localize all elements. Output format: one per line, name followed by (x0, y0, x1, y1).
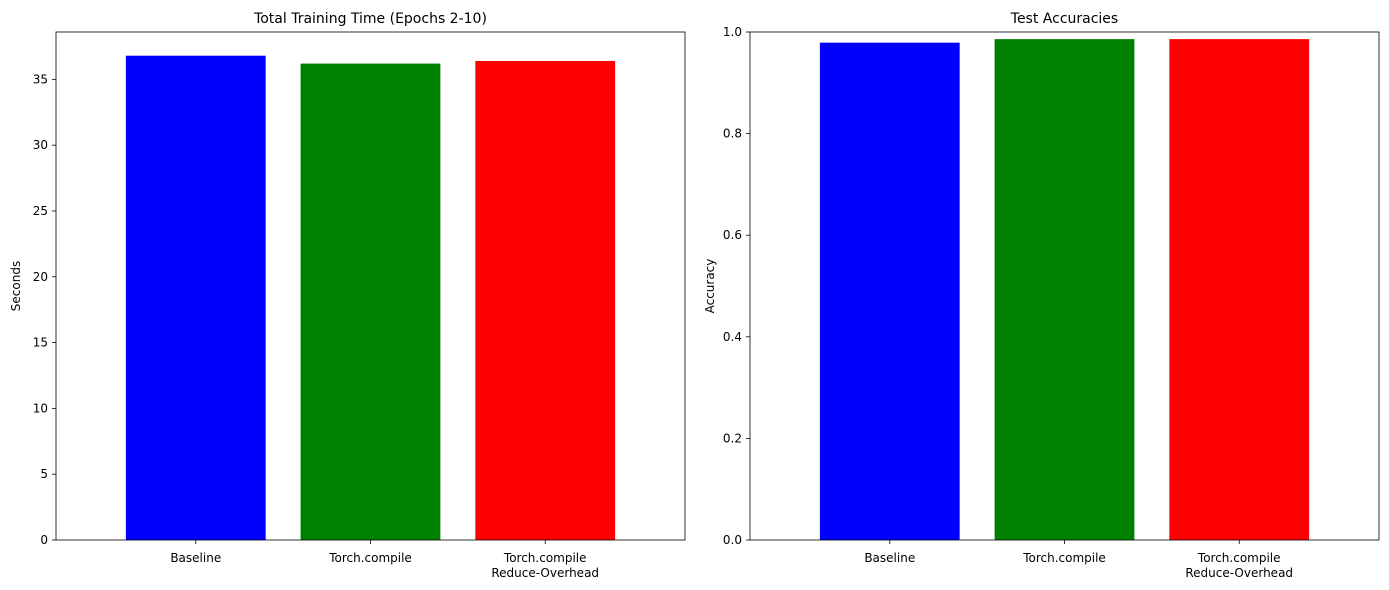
time-ytick-label-0: 0 (40, 533, 48, 547)
test-accuracy-chart: Baseline Torch.compile Torch.compile Reduce… (703, 11, 1380, 580)
accuracy-xtick-label-2: Torch.compile Reduce-Overhead (1185, 551, 1293, 580)
time-ytick-label-5: 25 (33, 204, 48, 218)
time-chart-title: Total Training Time (Epochs 2-10) (253, 11, 487, 27)
time-bar-0 (125, 55, 266, 540)
accuracy-ytick-label-3: 0.6 (723, 228, 742, 242)
accuracy-xtick-label-0: Baseline (864, 551, 915, 565)
time-ytick-label-2: 10 (33, 401, 48, 415)
time-ytick-label-4: 20 (33, 270, 48, 284)
accuracy-bar-0 (819, 42, 960, 540)
time-ytick-label-1: 5 (40, 467, 48, 481)
accuracy-ytick-label-5: 1.0 (723, 25, 742, 39)
time-axes-frame (55, 31, 686, 541)
time-ytick-label-6: 30 (33, 138, 48, 152)
accuracy-axes-frame (749, 31, 1380, 541)
time-xtick-label-1: Torch.compile (328, 551, 412, 565)
time-ytick-label-3: 15 (33, 336, 48, 350)
accuracy-ytick-label-4: 0.8 (723, 127, 742, 141)
time-ytick-label-7: 35 (33, 72, 48, 86)
accuracy-bar-1 (994, 39, 1135, 540)
accuracy-y-axis-label: Accuracy (703, 259, 717, 314)
accuracy-ytick-label-2: 0.4 (723, 330, 742, 344)
time-xtick-label-0: Baseline (170, 551, 221, 565)
time-y-axis-label: Seconds (9, 261, 23, 311)
training-time-chart: Baseline Torch.compile Torch.compile Reduce… (9, 11, 686, 580)
time-bar-2 (475, 60, 616, 540)
time-bar-1 (300, 63, 441, 541)
accuracy-chart-title: Test Accuracies (1010, 11, 1118, 27)
time-xtick-label-2: Torch.compile Reduce-Overhead (491, 551, 599, 580)
accuracy-bar-2 (1169, 39, 1310, 540)
accuracy-ytick-label-0: 0.0 (723, 533, 742, 547)
accuracy-xtick-label-1: Torch.compile (1022, 551, 1106, 565)
accuracy-ytick-label-1: 0.2 (723, 431, 742, 445)
